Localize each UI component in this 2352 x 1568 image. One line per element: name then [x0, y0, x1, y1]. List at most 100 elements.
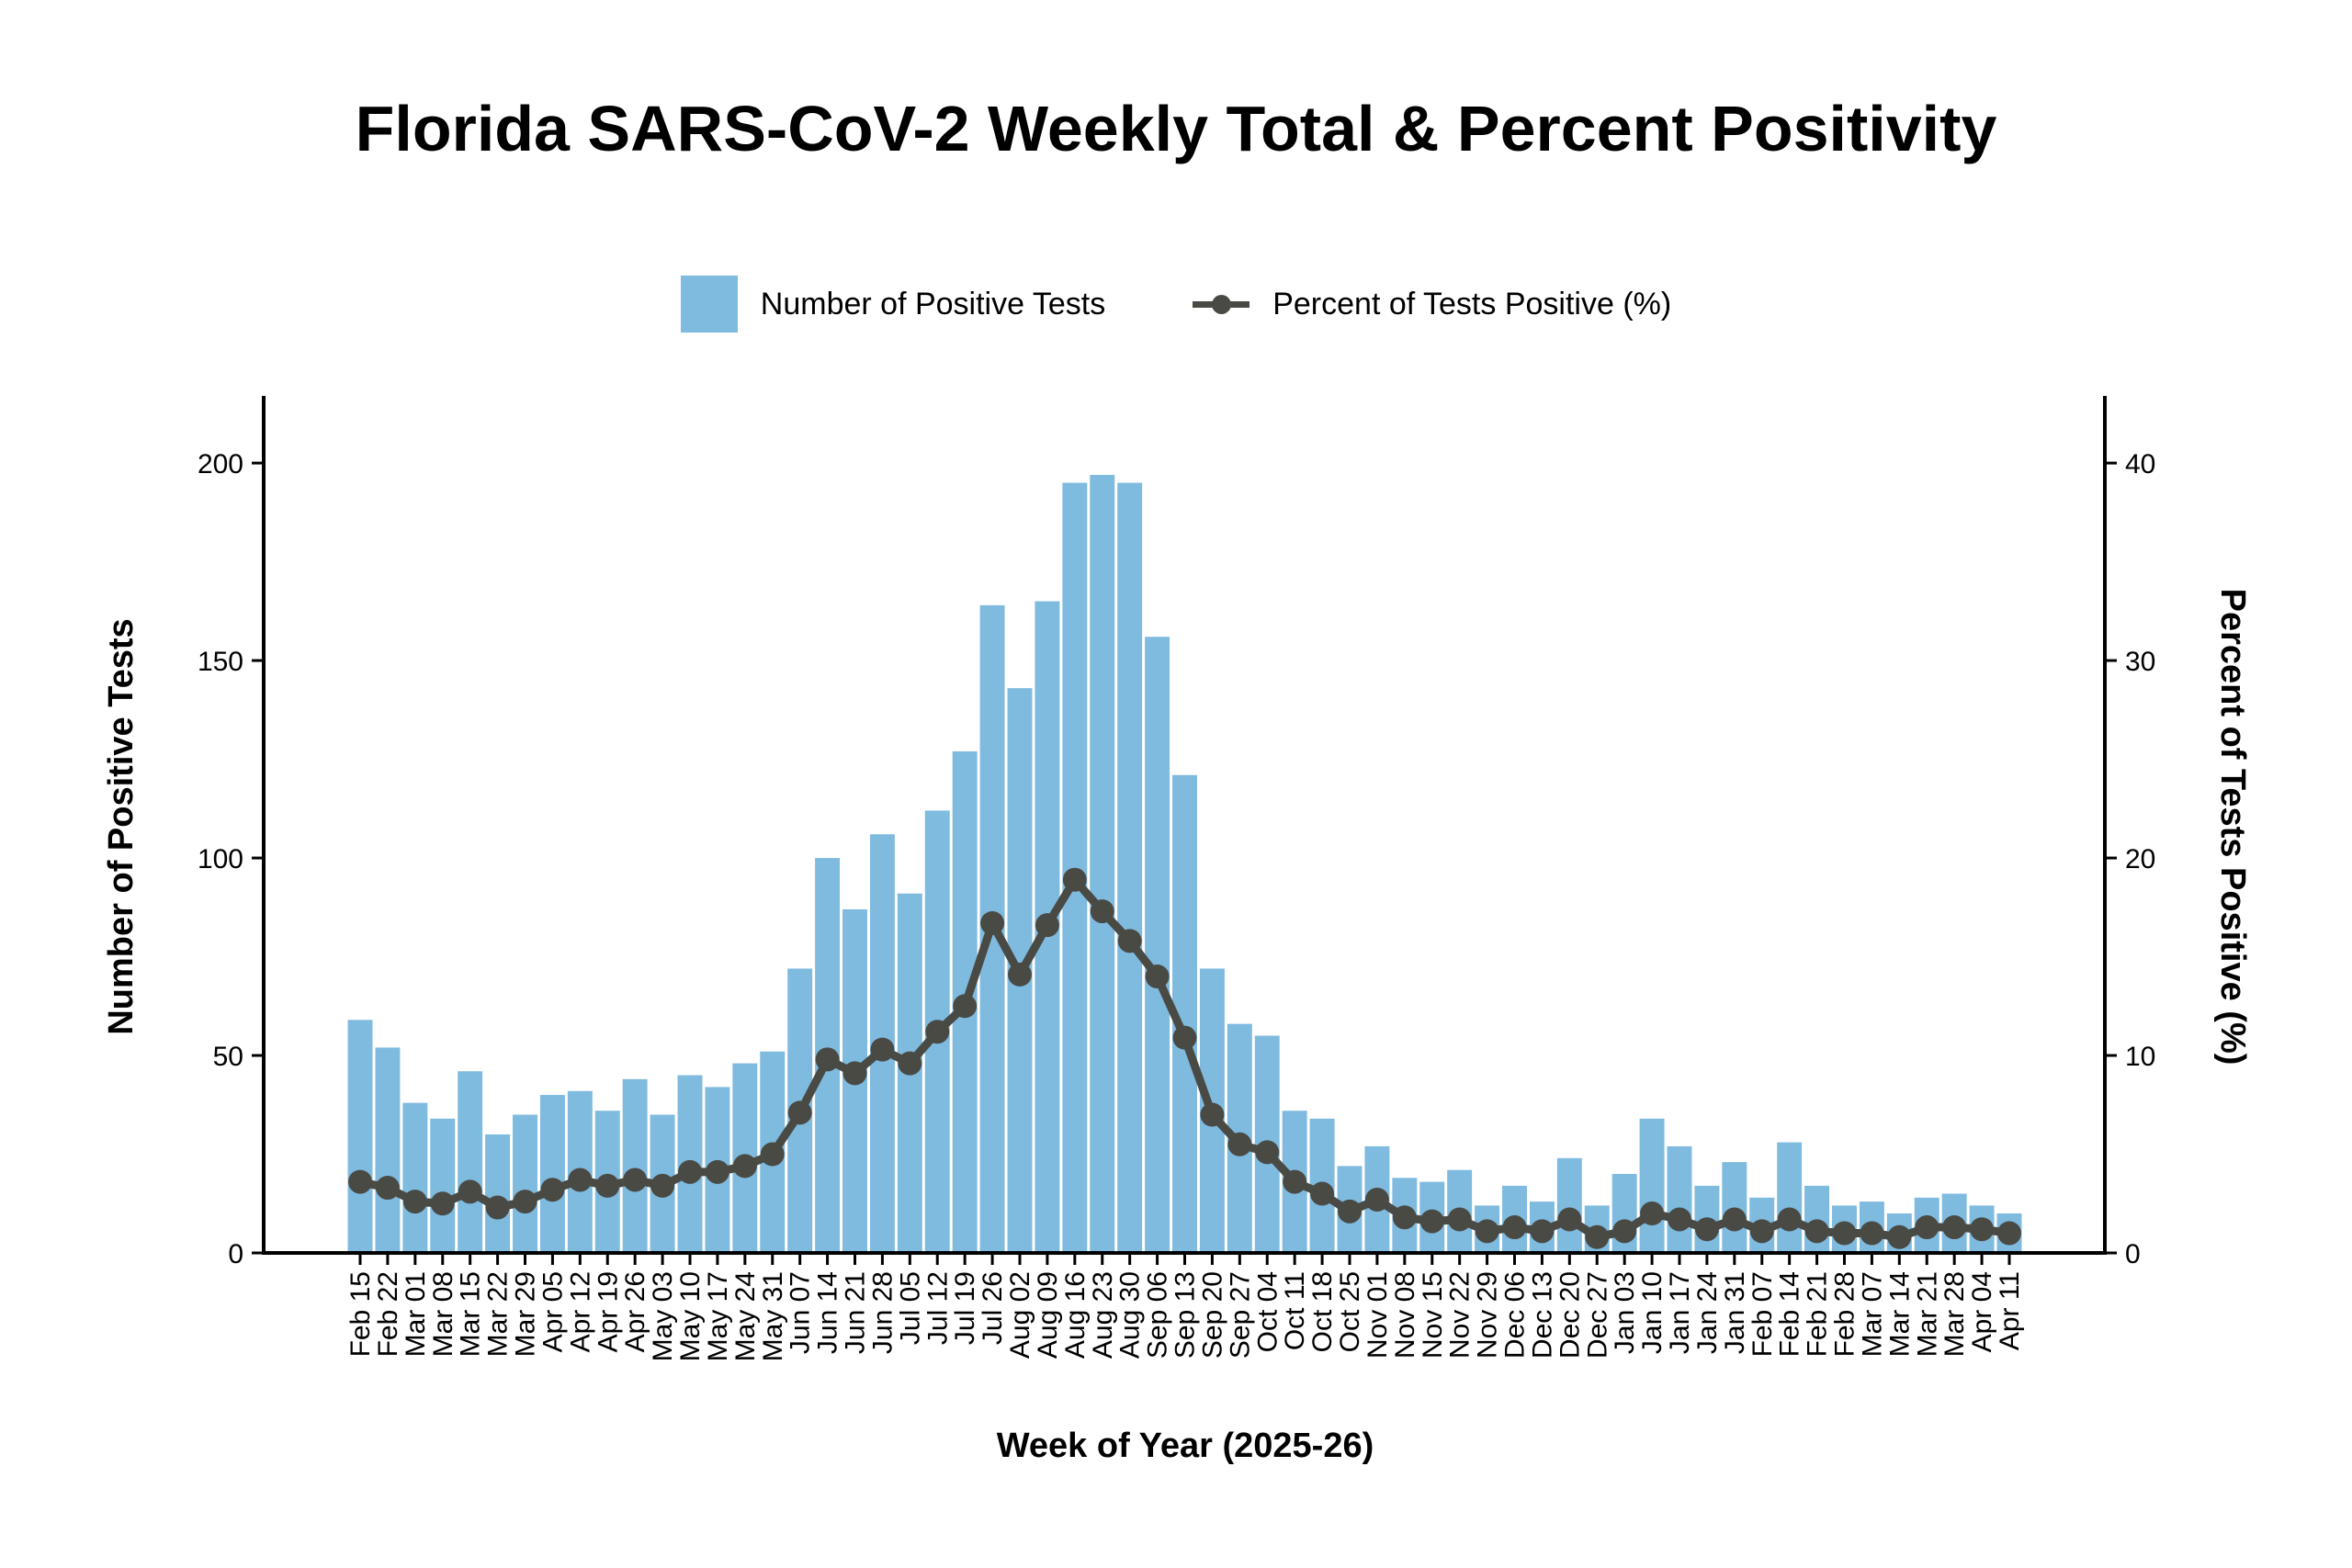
bar: [1777, 1142, 1803, 1253]
x-tick-label: Nov 15: [1418, 1271, 1448, 1359]
legend-line-point-icon: [1193, 276, 1250, 333]
line-layer: [348, 867, 2021, 1249]
percent-point: [1172, 1025, 1197, 1050]
percent-point: [1475, 1219, 1499, 1244]
y-tick-label-left: 50: [213, 1042, 243, 1072]
percent-point: [1804, 1219, 1829, 1244]
percent-point: [980, 910, 1005, 935]
bar: [513, 1114, 537, 1253]
percent-point: [898, 1051, 922, 1076]
chart-title: Florida SARS-CoV-2 Weekly Total & Percen…: [355, 93, 1997, 164]
x-tick-label: Sep 20: [1197, 1271, 1227, 1359]
x-tick-label: Oct 18: [1307, 1271, 1338, 1352]
x-tick-label: Jun 28: [867, 1271, 898, 1354]
bar: [1667, 1145, 1692, 1253]
x-tick-label: May 24: [730, 1271, 761, 1361]
percent-point: [1392, 1205, 1417, 1230]
percent-point: [1970, 1217, 1995, 1242]
percent-point: [348, 1169, 372, 1194]
percent-point: [1557, 1207, 1582, 1232]
percent-point: [760, 1142, 785, 1167]
percent-point: [1227, 1132, 1252, 1156]
x-tick-label: Apr 12: [565, 1271, 595, 1352]
percent-point: [540, 1178, 565, 1202]
x-tick-label: Dec 27: [1582, 1271, 1612, 1359]
x-tick-label: Apr 04: [1967, 1271, 1997, 1352]
legend: Number of Positive Tests Percent of Test…: [0, 276, 2352, 333]
percent-point: [650, 1173, 675, 1198]
x-tick-label: Dec 20: [1555, 1271, 1585, 1359]
percent-point: [953, 994, 978, 1019]
y-tick-label-left: 0: [228, 1239, 243, 1269]
x-tick-label: Jun 07: [786, 1271, 816, 1354]
bar: [622, 1078, 648, 1253]
y-tick-label-right: 40: [2125, 449, 2155, 479]
x-axis-title: Week of Year (2025-26): [997, 1427, 1374, 1465]
y-tick-label-right: 30: [2125, 647, 2155, 677]
x-tick-label: Mar 08: [428, 1271, 458, 1357]
bar: [430, 1118, 456, 1253]
percent-point: [595, 1173, 620, 1198]
percent-point: [430, 1191, 455, 1216]
percent-point: [1694, 1217, 1719, 1242]
bar: [1556, 1157, 1582, 1253]
percent-point: [513, 1190, 537, 1214]
x-tick-label: Nov 08: [1390, 1271, 1420, 1359]
percent-point: [1364, 1187, 1389, 1212]
x-tick-label: Nov 29: [1473, 1271, 1503, 1359]
percent-point: [1832, 1221, 1857, 1246]
percent-point: [1255, 1140, 1280, 1165]
percent-point: [1117, 929, 1142, 953]
percent-point: [1997, 1221, 2021, 1246]
percent-point: [1338, 1199, 1362, 1224]
x-tick-label: May 03: [648, 1271, 678, 1361]
x-tick-label: Jun 21: [841, 1271, 871, 1354]
x-tick-label: Feb 22: [373, 1271, 403, 1357]
percent-point: [678, 1159, 702, 1184]
x-tick-label: Apr 05: [537, 1271, 568, 1352]
x-tick-label: Mar 28: [1939, 1271, 1970, 1357]
x-tick-label: Aug 09: [1033, 1271, 1063, 1359]
percent-point: [1008, 962, 1032, 987]
x-tick-label: Sep 13: [1170, 1271, 1201, 1359]
percent-point: [458, 1179, 482, 1204]
percent-point: [1502, 1215, 1527, 1240]
x-tick-label: Apr 19: [593, 1271, 623, 1352]
x-tick-label: Jul 19: [950, 1271, 980, 1345]
x-tick-label: Nov 22: [1445, 1271, 1476, 1359]
y-tick-label-left: 150: [198, 647, 243, 677]
x-tick-label: Feb 28: [1830, 1271, 1860, 1357]
percent-point: [1668, 1207, 1691, 1232]
percent-point: [1640, 1201, 1665, 1226]
x-tick-label: Jul 26: [978, 1271, 1008, 1345]
percent-point: [1447, 1207, 1472, 1232]
percent-point: [787, 1100, 812, 1125]
percent-point: [1860, 1221, 1884, 1246]
y-tick-label-left: 100: [198, 844, 243, 874]
x-tick-label: Mar 15: [456, 1271, 486, 1357]
bar: [1639, 1118, 1665, 1253]
legend-label-percent-positive: Percent of Tests Positive (%): [1272, 286, 1672, 321]
percent-point: [1777, 1207, 1802, 1232]
x-tick-label: Sep 06: [1143, 1271, 1173, 1359]
percent-point: [1530, 1219, 1555, 1244]
x-tick-label: May 17: [703, 1271, 733, 1361]
x-tick-label: Jul 05: [895, 1271, 925, 1345]
percent-point: [402, 1190, 427, 1214]
x-tick-label: Mar 01: [401, 1271, 431, 1357]
x-tick-label: Apr 26: [620, 1271, 650, 1352]
x-tick-label: Aug 30: [1115, 1271, 1146, 1359]
x-tick-label: Jan 17: [1665, 1271, 1695, 1354]
percent-point: [1090, 899, 1114, 924]
percent-point: [925, 1020, 950, 1044]
bar: [347, 1020, 373, 1253]
x-tick-label: Nov 01: [1363, 1271, 1393, 1359]
legend-item-positive-tests: Number of Positive Tests: [680, 276, 1105, 333]
x-tick-label: Mar 22: [483, 1271, 514, 1357]
x-tick-label: Jan 03: [1610, 1271, 1640, 1354]
legend-bar-swatch-icon: [680, 276, 738, 333]
percent-point: [815, 1047, 840, 1072]
percent-point: [1419, 1209, 1444, 1234]
